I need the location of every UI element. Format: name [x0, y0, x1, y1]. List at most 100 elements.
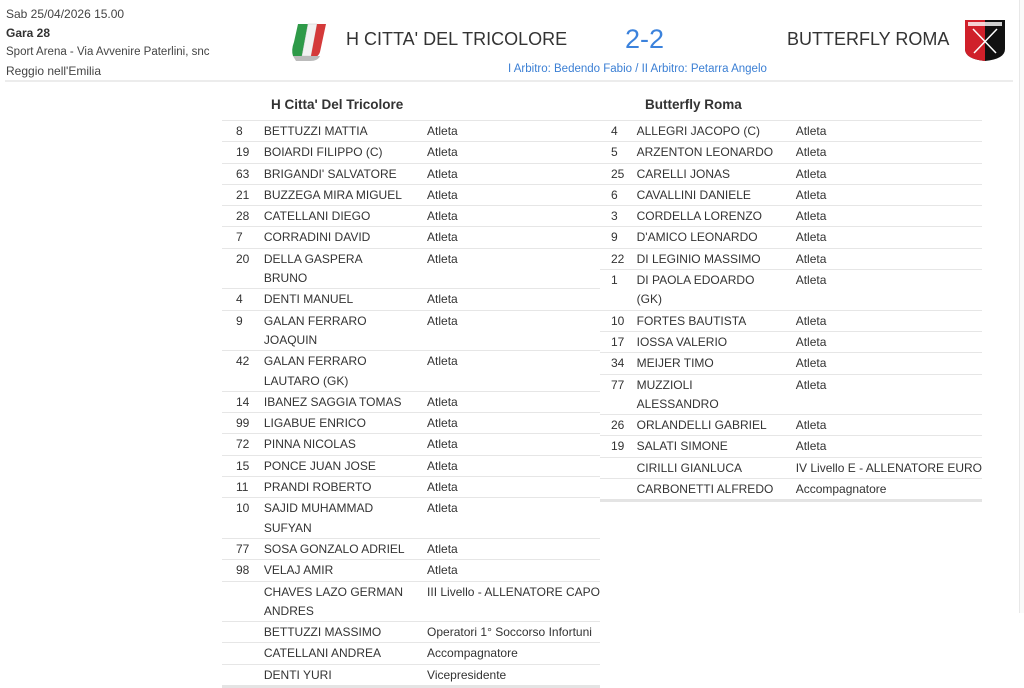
player-role: IV Livello E - ALLENATORE EURO [795, 456, 982, 479]
player-role: III Livello - ALLENATORE CAPO [427, 580, 600, 622]
player-role: Atleta [427, 454, 600, 477]
player-role: Atleta [427, 433, 600, 456]
player-name: IOSSA VALERIO [636, 330, 796, 353]
roster-row: 28 CATELLANI DIEGO Atleta [222, 205, 600, 227]
player-name: CARELLI JONAS [636, 162, 796, 185]
player-role: Atleta [795, 330, 982, 353]
player-role: Atleta [427, 497, 600, 539]
player-role: Atleta [427, 205, 600, 227]
home-roster-title: H Citta' Del Tricolore [271, 97, 404, 112]
player-role: Atleta [427, 559, 600, 582]
player-name: FORTES BAUTISTA [636, 309, 796, 332]
roster-row: 6 CAVALLINI DANIELE Atleta [600, 183, 982, 206]
roster-row: 8 BETTUZZI MATTIA Atleta [222, 119, 600, 142]
roster-row: 77 SOSA GONZALO ADRIEL Atleta [222, 537, 600, 560]
roster-row: 19 SALATI SIMONE Atleta [600, 435, 982, 458]
player-role: Atleta [427, 288, 600, 311]
player-role: Atleta [795, 352, 982, 375]
player-name: PRANDI ROBERTO [263, 476, 428, 498]
player-num: 8 [222, 119, 264, 142]
player-num: 26 [600, 414, 637, 436]
roster-row: 22 DI LEGINIO MASSIMO Atleta [600, 247, 982, 270]
player-num: 99 [222, 412, 264, 434]
player-name: DELLA GASPERA BRUNO [263, 247, 428, 289]
player-name: MEIJER TIMO [636, 352, 796, 375]
player-num: 25 [600, 162, 637, 185]
player-role: Atleta [795, 226, 982, 249]
player-name: PINNA NICOLAS [263, 433, 428, 456]
roster-row: 10 SAJID MUHAMMAD SUFYAN Atleta [222, 497, 600, 539]
player-name: BOIARDI FILIPPO (C) [263, 141, 428, 164]
player-role: Atleta [795, 141, 982, 164]
roster-row: 10 FORTES BAUTISTA Atleta [600, 309, 982, 332]
player-num: 34 [600, 352, 637, 375]
player-role: Atleta [427, 350, 600, 392]
roster-row: CIRILLI GIANLUCA IV Livello E - ALLENATOR… [600, 456, 982, 479]
player-name: GALAN FERRARO JOAQUIN [263, 309, 428, 351]
player-num: 14 [222, 390, 264, 413]
player-role: Accompagnatore [795, 478, 982, 501]
player-num: 1 [600, 269, 637, 311]
home-roster: H Citta' Del Tricolore 8 BETTUZZI MATTIA A… [222, 96, 600, 688]
away-team-name: BUTTERFLY ROMA [787, 29, 950, 49]
player-role: Atleta [427, 309, 600, 351]
player-role: Atleta [795, 162, 982, 185]
player-role: Atleta [427, 226, 600, 249]
player-role: Atleta [427, 141, 600, 164]
player-num: 77 [222, 537, 264, 560]
roster-row: 99 LIGABUE ENRICO Atleta [222, 412, 600, 434]
player-name: DENTI MANUEL [263, 288, 428, 311]
player-name: GALAN FERRARO LAUTARO (GK) [263, 350, 428, 392]
player-name: D'AMICO LEONARDO [636, 226, 796, 249]
roster-row: 42 GALAN FERRARO LAUTARO (GK) Atleta [222, 350, 600, 392]
roster-row: 7 CORRADINI DAVID Atleta [222, 226, 600, 249]
home-team-logo [288, 20, 328, 62]
away-roster: Butterfly Roma 4 ALLEGRI JACOPO (C) Atleta… [600, 96, 982, 503]
player-num [222, 642, 264, 665]
venue: Sport Arena - Via Avvenire Paterlini, sn… [6, 46, 210, 58]
player-name: BRIGANDI' SALVATORE [263, 162, 428, 185]
home-roster-table: 8 BETTUZZI MATTIA Atleta 19 BOIARDI FILIPPO … [222, 119, 600, 688]
player-num: 9 [222, 309, 264, 351]
header-divider [5, 80, 1013, 82]
player-name: ARZENTON LEONARDO [636, 141, 796, 164]
player-num: 19 [600, 435, 637, 458]
roster-row: CARBONETTI ALFREDO Accompagnatore [600, 478, 982, 501]
player-num [222, 580, 264, 622]
player-num [600, 478, 637, 501]
scrollbar[interactable] [1019, 0, 1024, 613]
roster-row: 21 BUZZEGA MIRA MIGUEL Atleta [222, 183, 600, 206]
roster-row: 17 IOSSA VALERIO Atleta [600, 330, 982, 353]
roster-row: 20 DELLA GASPERA BRUNO Atleta [222, 247, 600, 289]
player-name: CATELLANI ANDREA [263, 642, 428, 665]
roster-row: 34 MEIJER TIMO Atleta [600, 352, 982, 375]
player-role: Atleta [795, 247, 982, 270]
player-role: Atleta [427, 390, 600, 413]
player-name: BETTUZZI MATTIA [263, 119, 428, 142]
player-role: Atleta [795, 309, 982, 332]
player-role: Atleta [427, 476, 600, 498]
player-role: Atleta [795, 183, 982, 206]
player-role: Atleta [795, 119, 982, 142]
player-num [600, 456, 637, 479]
player-name: PONCE JUAN JOSE [263, 454, 428, 477]
player-role: Operatori 1° Soccorso Infortuni [427, 621, 600, 643]
roster-row: 4 DENTI MANUEL Atleta [222, 288, 600, 311]
player-name: DI LEGINIO MASSIMO [636, 247, 796, 270]
player-num: 20 [222, 247, 264, 289]
player-role: Atleta [795, 205, 982, 227]
player-num: 63 [222, 162, 264, 185]
match-datetime: Sab 25/04/2026 15.00 [6, 7, 125, 21]
player-name: CIRILLI GIANLUCA [636, 456, 796, 479]
player-num: 5 [600, 141, 637, 164]
player-num: 22 [600, 247, 637, 270]
player-role: Atleta [427, 537, 600, 560]
player-num: 7 [222, 226, 264, 249]
player-role: Atleta [427, 412, 600, 434]
away-roster-title: Butterfly Roma [645, 97, 742, 112]
player-name: MUZZIOLI ALESSANDRO [636, 373, 796, 415]
roster-row: 14 IBANEZ SAGGIA TOMAS Atleta [222, 390, 600, 413]
roster-row: BETTUZZI MASSIMO Operatori 1° Soccorso In… [222, 621, 600, 643]
player-name: CARBONETTI ALFREDO [636, 478, 796, 501]
score: 2-2 [625, 24, 665, 54]
